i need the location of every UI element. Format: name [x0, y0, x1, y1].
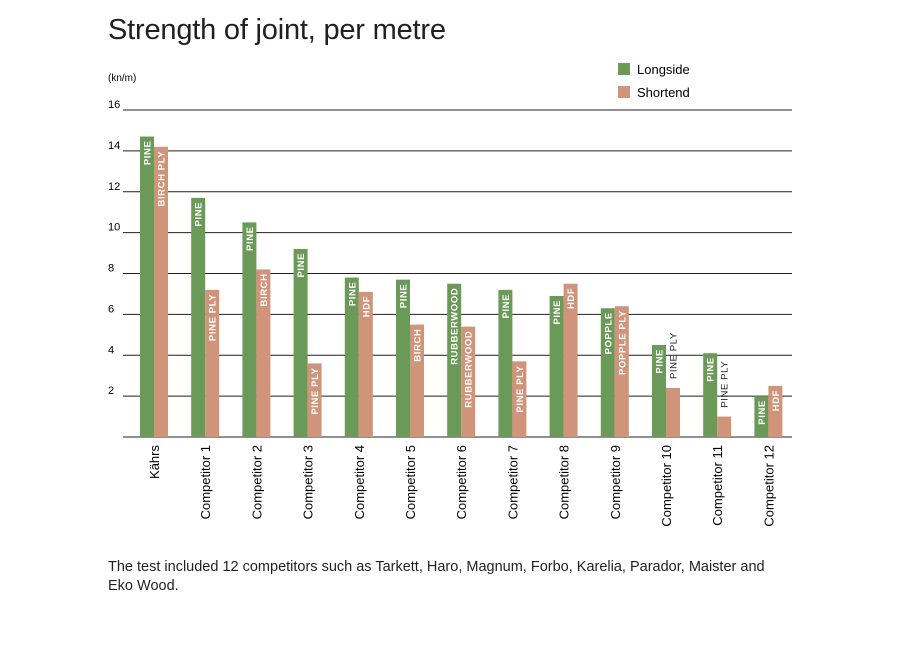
bar-shortend [256, 269, 271, 437]
x-tick-label: Competitor 5 [403, 445, 418, 519]
bar-wood-label: BIRCH [259, 273, 270, 306]
legend-swatch-longside [618, 63, 630, 75]
bar-longside [652, 345, 666, 437]
bar-longside [191, 197, 206, 437]
bar-longside [396, 279, 410, 437]
bar-wood-label: PINE PLY [720, 361, 731, 408]
bar-shortend [205, 289, 220, 437]
bar-shortend [307, 363, 322, 437]
bar-wood-label: PINE [552, 300, 563, 325]
x-tick-label: Competitor 3 [301, 445, 316, 519]
x-tick-label: Competitor 10 [659, 445, 674, 527]
bar-wood-label: PINE [655, 349, 666, 374]
y-axis-unit-label: (kn/m) [108, 73, 136, 84]
bar-longside [703, 353, 718, 437]
bar-shortend [768, 385, 783, 437]
x-tick-label: Competitor 1 [198, 445, 213, 519]
chart-title: Strength of joint, per metre [108, 14, 446, 46]
x-tick-label: Competitor 4 [352, 445, 367, 519]
bar-longside [242, 222, 257, 437]
bar-shortend [563, 283, 578, 437]
y-tick-label: 2 [108, 385, 114, 397]
axes: (kn/m) 2 4 6 8 10 12 14 16 Kährs Competitor 1 Comp… [108, 73, 776, 527]
legend-label-longside: Longside [637, 62, 690, 77]
bar-shortend [666, 387, 680, 437]
x-tick-label: Competitor 6 [454, 445, 469, 519]
bar-wood-label: HDF [566, 288, 577, 309]
y-tick-label: 12 [108, 181, 120, 193]
bar-wood-label: PINE PLY [515, 365, 526, 412]
bar-wood-label: HDF [361, 296, 372, 317]
bar-wood-label: RUBBERWOOD [450, 288, 461, 365]
bar-longside [600, 308, 615, 437]
bar-wood-label: PINE [245, 226, 256, 251]
bar-wood-label: PINE [296, 253, 307, 278]
bar-wood-label: PINE [501, 294, 512, 319]
y-tick-label: 14 [108, 140, 120, 152]
footnote: The test included 12 competitors such as… [108, 559, 765, 594]
x-tick-label: Competitor 8 [557, 445, 572, 519]
bar-longside [447, 283, 462, 437]
bar-shortend [358, 291, 373, 437]
bar-wood-label: RUBBERWOOD [464, 331, 475, 408]
bar-wood-label: PINE [399, 284, 410, 309]
bar-shortend [512, 361, 527, 437]
bar-wood-label: PINE PLY [669, 332, 680, 379]
x-tick-label: Competitor 7 [505, 445, 520, 519]
bar-shortend [717, 416, 732, 437]
bar-wood-label: PINE PLY [310, 367, 321, 414]
x-tick-label: Kährs [147, 445, 162, 479]
y-tick-label: 6 [108, 303, 114, 315]
bar-longside [498, 289, 513, 437]
x-tick-label: Competitor 12 [761, 445, 776, 527]
legend-label-shortend: Shortend [637, 85, 690, 100]
legend-swatch-shortend [618, 86, 630, 98]
bar-wood-label: PINE [706, 357, 717, 382]
bar-longside [293, 248, 308, 437]
bar-wood-label: POPPLE [603, 312, 614, 354]
y-tick-label: 8 [108, 263, 114, 275]
bar-longside [140, 136, 154, 437]
y-tick-label: 4 [108, 344, 114, 356]
bar-wood-label: BIRCH PLY [157, 151, 168, 207]
bar-shortend [410, 324, 424, 437]
x-tick-label: Competitor 2 [249, 445, 264, 519]
bar-shortend [614, 306, 629, 437]
x-tick-label: Competitor 11 [710, 445, 725, 526]
bar-wood-label: PINE [757, 400, 768, 425]
bar-wood-label: BIRCH [413, 329, 424, 362]
bar-longside [754, 396, 769, 437]
legend: Longside Shortend [618, 62, 690, 100]
bar-wood-label: PINE [194, 202, 205, 227]
bar-wood-label: HDF [771, 390, 782, 411]
x-tick-label: Competitor 9 [608, 445, 623, 519]
bar-longside [344, 277, 359, 437]
bar-wood-label: POPPLE PLY [617, 310, 628, 375]
bar-shortend [154, 146, 168, 437]
bar-wood-label: PINE PLY [208, 294, 219, 341]
bar-wood-label: PINE [143, 141, 154, 166]
bar-longside [549, 295, 564, 437]
bar-wood-label: PINE [347, 282, 358, 307]
bar-shortend [461, 326, 476, 437]
y-tick-label: 10 [108, 222, 120, 234]
bars [140, 136, 783, 437]
y-tick-label: 16 [108, 99, 120, 111]
